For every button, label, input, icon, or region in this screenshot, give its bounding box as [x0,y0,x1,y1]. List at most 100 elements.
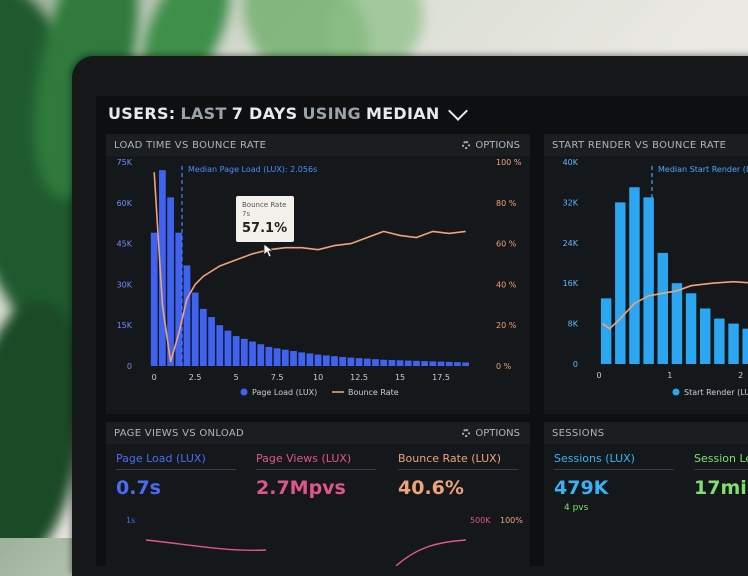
metric-label: Page Load (LUX) [116,452,236,470]
y-tick-label: 40K [563,158,579,167]
y-tick-label: 16K [563,279,579,288]
x-tick-label: 7.5 [271,373,284,382]
cursor-icon [263,243,275,258]
load-vs-bounce-panel: LOAD TIME VS BOUNCE RATE OPTIONS 0 15K 30K… [106,134,530,414]
legend-bars-swatch [240,388,248,396]
y-tick-label: 15K [117,321,133,330]
title-last: LAST [180,104,227,123]
bar [249,341,256,366]
bar [615,202,626,364]
tooltip-sub: 7s [242,210,250,218]
metric-value: 479K [554,477,609,499]
bar [657,252,668,364]
bar [685,293,697,364]
metric-sub: 4 pvs [564,503,589,513]
metric-page-views: Page Views (LUX) 2.7Mpvs [256,452,376,499]
bar [273,348,281,366]
tooltip-label: Bounce Rate [242,201,286,209]
y2-tick-label: 60 % [496,240,517,249]
panel-header: START RENDER VS BOUNCE RATE [544,134,748,156]
metric-value: 2.7Mpvs [256,477,346,499]
median-marker-label: Median Start Render (LUX [658,165,748,174]
options-label: OPTIONS [475,139,520,151]
bar [600,298,612,364]
median-marker-label: Median Page Load (LUX): 2.056s [188,165,317,174]
title-users: USERS: [108,104,176,123]
x-tick-label: 2 [738,371,743,380]
bar [714,318,725,364]
y2-tick-label: 0 % [496,362,512,371]
x-tick-label: 0 [597,371,602,380]
metric-session-length: Session Le 17min [694,452,748,499]
axis-note-mid: 500K [470,516,491,525]
bar [167,197,174,366]
bar [363,358,371,366]
bar [629,187,640,364]
bar [224,330,232,366]
dashboard-screen: USERS: LAST 7 DAYS USING MEDIAN LOAD TIM… [96,96,748,566]
y2-tick-label: 20 % [496,321,517,330]
laptop-bezel: USERS: LAST 7 DAYS USING MEDIAN LOAD TIM… [72,56,748,576]
chart-legend: Page Load (LUX) Bounce Rate [240,388,399,397]
options-button[interactable]: OPTIONS [462,428,520,439]
bar [175,232,183,366]
panel-title: SESSIONS [552,427,605,439]
axis-note-left: 1s [126,516,136,525]
render-vs-bounce-chart: 0 8K 16K 24K 32K 40K 0 1 2 Median Start Render … [563,158,748,397]
sessions-panel: SESSIONS Sessions (LUX) 479K 4 pvs Sessi… [544,422,748,566]
chevron-down-icon[interactable] [447,100,468,121]
bar [331,356,338,366]
metric-label: Session Le [694,452,748,470]
metric-value: 40.6% [398,477,464,499]
bar [150,232,158,366]
views-vs-onload-panel: PAGE VIEWS VS ONLOAD OPTIONS Page Load (… [106,422,530,566]
gear-icon [462,429,471,437]
bar [290,351,297,366]
y-tick-label: 75K [117,158,133,167]
bar [462,362,469,366]
x-tick-label: 0 [152,373,157,382]
metric-value: 0.7s [116,477,161,499]
bar [265,346,273,366]
views-onload-sparkline [145,539,467,566]
bar [700,308,711,364]
legend-bars-label: Page Load (LUX) [252,388,317,397]
bar [240,338,248,366]
legend-bars-swatch [672,388,680,396]
x-tick-label: 5 [234,373,239,382]
bar [445,361,453,366]
tooltip-value: 57.1% [242,221,287,236]
panel-header: SESSIONS [544,422,748,444]
bar [347,357,355,366]
legend-line-label: Bounce Rate [348,388,399,397]
bar [257,344,265,366]
options-label: OPTIONS [475,427,520,439]
y-tick-label: 45K [117,240,133,249]
panel-title: START RENDER VS BOUNCE RATE [552,139,727,151]
bar [454,362,461,366]
y-tick-label: 0 [127,362,132,371]
legend-bars-label: Start Render (LUX) [684,388,748,397]
y2-tick-label: 100 % [496,158,522,167]
title-days: 7 DAYS [231,104,298,123]
metric-sessions: Sessions (LUX) 479K 4 pvs [554,452,674,513]
bar [728,323,739,364]
y-tick-label: 24K [563,239,579,248]
metric-label: Page Views (LUX) [256,452,376,470]
bar [339,357,347,366]
y-tick-label: 0 [573,360,578,369]
metric-page-load: Page Load (LUX) 0.7s [116,452,236,499]
chart-tooltip: Bounce Rate 7s 57.1% [236,196,294,258]
bar [200,308,207,366]
load-vs-bounce-chart: 0 15K 30K 45K 60K 75K 0 % 20 % 40 % 60 % 80 % 100 … [117,158,522,397]
bar [643,197,654,364]
options-button[interactable]: OPTIONS [462,140,520,151]
dashboard-title[interactable]: USERS: LAST 7 DAYS USING MEDIAN [108,100,468,123]
y-tick-label: 60K [117,199,133,208]
title-median: MEDIAN [365,104,440,123]
bar [404,360,412,366]
panel-title: LOAD TIME VS BOUNCE RATE [114,139,267,151]
bar [421,361,428,366]
metric-label: Sessions (LUX) [554,452,674,470]
x-tick-label: 12.5 [350,373,368,382]
